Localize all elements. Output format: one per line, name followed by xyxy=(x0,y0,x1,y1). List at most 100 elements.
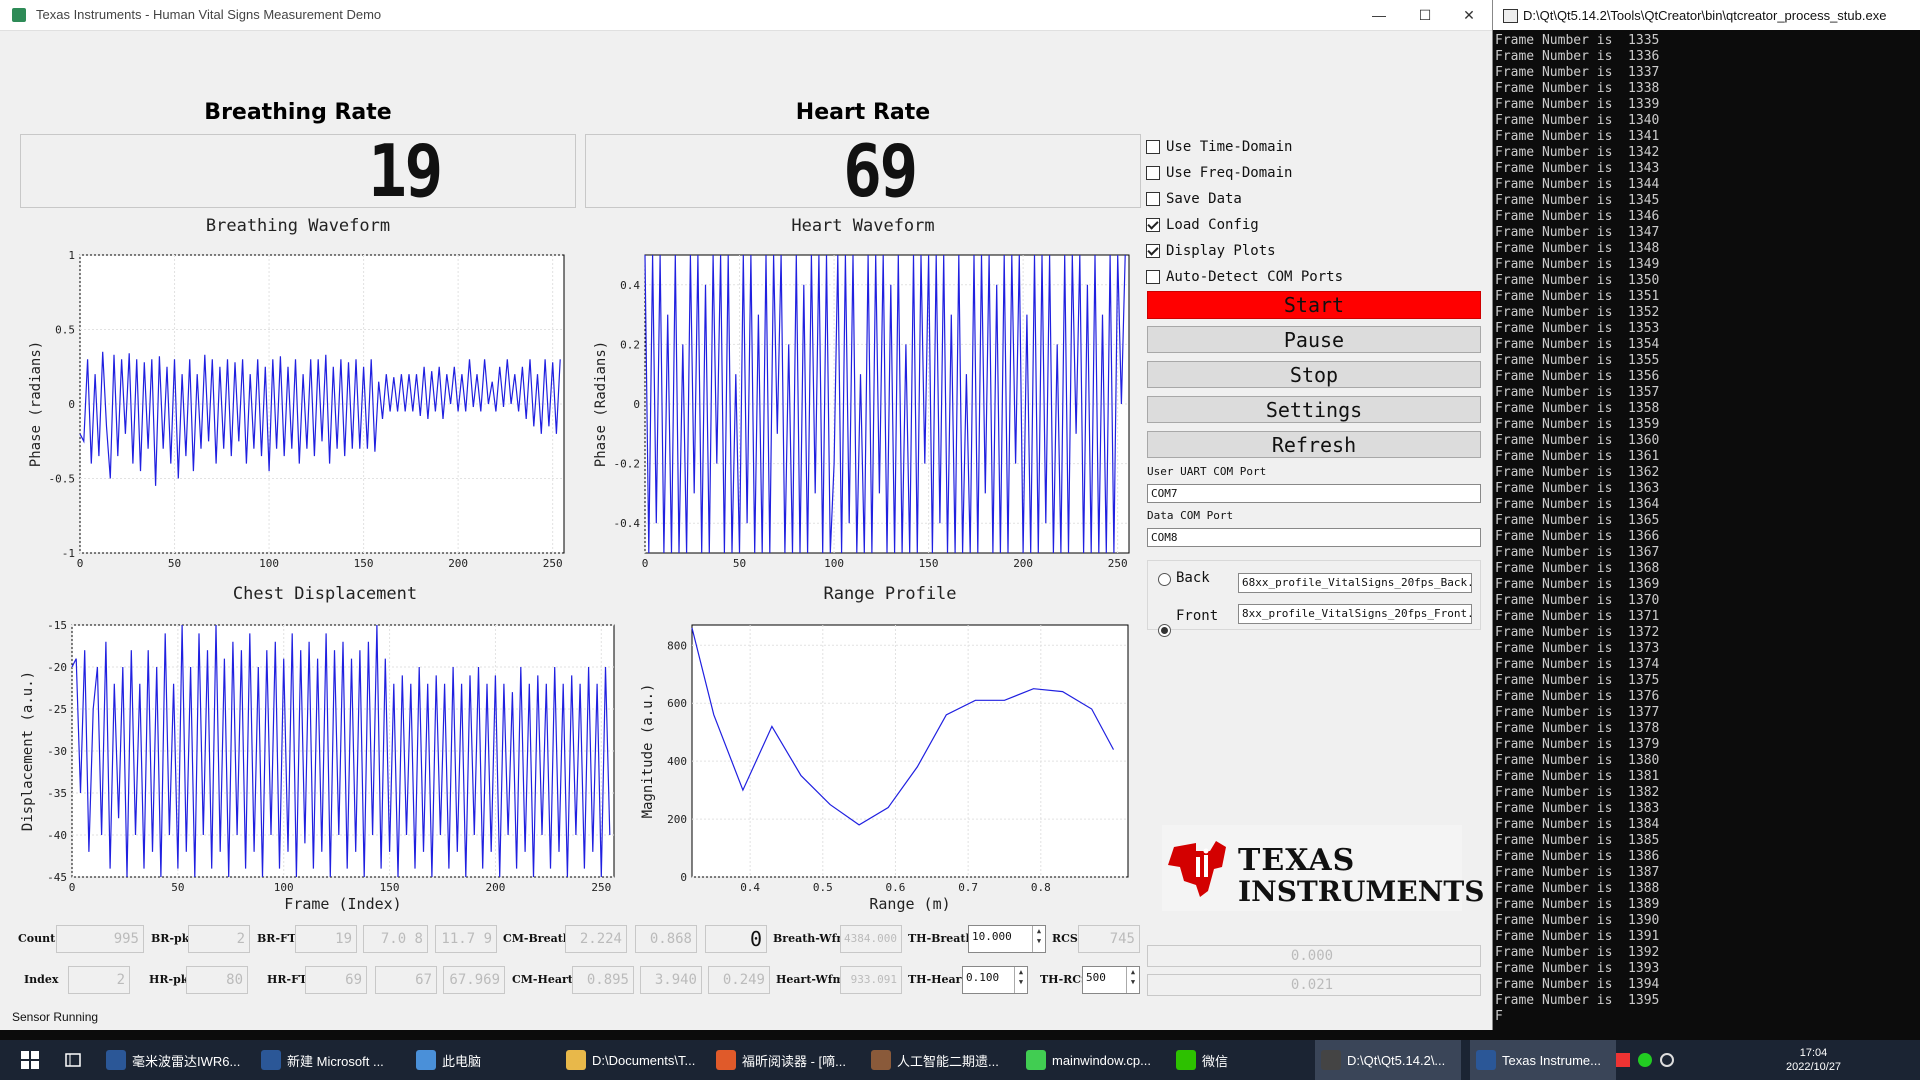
taskbar-app[interactable]: mainwindow.cp... xyxy=(1020,1040,1166,1080)
option-use-freq-domain[interactable]: Use Freq-Domain xyxy=(1146,160,1486,186)
console-line: Frame Number is 1339 xyxy=(1495,97,1660,112)
x-tick-label: 0 xyxy=(77,557,84,570)
x-tick-label: 100 xyxy=(824,557,844,570)
taskbar-app[interactable]: 此电脑 xyxy=(410,1040,556,1080)
x-tick-label: 0 xyxy=(642,557,649,570)
y-tick-label: -0.2 xyxy=(614,458,641,471)
hr-pk-value: 80 xyxy=(186,966,248,994)
y-tick-label: 0 xyxy=(68,398,75,411)
console-line: Frame Number is 1389 xyxy=(1495,897,1660,912)
start-button[interactable]: Start xyxy=(1147,291,1481,319)
stop-button[interactable]: Stop xyxy=(1147,361,1481,388)
minimize-button[interactable]: — xyxy=(1372,7,1386,23)
checkbox[interactable] xyxy=(1146,166,1160,180)
ti-logo-text-1: Texas xyxy=(1238,843,1356,878)
x-tick-label: 250 xyxy=(543,557,563,570)
clock[interactable]: 17:04 2022/10/27 xyxy=(1786,1046,1841,1074)
uart-port-field[interactable]: COM7 xyxy=(1147,484,1481,503)
series-line xyxy=(71,624,611,878)
y-tick-label: 600 xyxy=(667,697,687,710)
x-tick-label: 250 xyxy=(1108,557,1128,570)
option-load-config[interactable]: Load Config xyxy=(1146,212,1486,238)
heart-wfm-label: Heart-Wfm xyxy=(776,973,845,986)
front-config-radio[interactable] xyxy=(1158,624,1171,637)
taskbar-app[interactable]: 毫米波雷达IWR6... xyxy=(100,1040,246,1080)
close-button[interactable]: ✕ xyxy=(1463,6,1475,23)
checkbox[interactable] xyxy=(1146,270,1160,284)
th-heart-arrows[interactable]: ▲ ▼ xyxy=(1014,967,1027,993)
taskbar-app-label: 毫米波雷达IWR6... xyxy=(132,1053,241,1069)
console-line: Frame Number is 1378 xyxy=(1495,721,1660,736)
heart-rate-display: 69 xyxy=(585,129,1141,213)
taskbar-app[interactable]: D:\Qt\Qt5.14.2\... xyxy=(1315,1040,1461,1080)
tray-icons[interactable] xyxy=(1616,1053,1786,1067)
taskbar-app[interactable]: 福昕阅读器 - [嘀... xyxy=(710,1040,856,1080)
x-tick-label: 100 xyxy=(259,557,279,570)
back-config-file[interactable]: 68xx_profile_VitalSigns_20fps_Back.cfg xyxy=(1238,573,1472,593)
console-title-bar: D:\Qt\Qt5.14.2\Tools\QtCreator\bin\qtcre… xyxy=(1493,0,1920,30)
th-breath-arrows[interactable]: ▲ ▼ xyxy=(1032,926,1045,952)
x-tick-label: 0.7 xyxy=(958,881,978,894)
y-tick-label: -40 xyxy=(47,829,67,842)
y-tick-label: -0.4 xyxy=(614,517,641,530)
checkbox[interactable] xyxy=(1146,192,1160,206)
back-config-radio[interactable] xyxy=(1158,573,1171,586)
network-icon[interactable] xyxy=(1660,1053,1674,1067)
option-save-data[interactable]: Save Data xyxy=(1146,186,1486,212)
console-line: Frame Number is 1338 xyxy=(1495,81,1660,96)
taskbar-app[interactable]: 新建 Microsoft ... xyxy=(255,1040,401,1080)
pause-button[interactable]: Pause xyxy=(1147,326,1481,353)
ti-logo-mark xyxy=(1168,841,1226,897)
count-label: Count xyxy=(18,932,56,945)
taskbar-app[interactable]: D:\Documents\T... xyxy=(560,1040,706,1080)
start-menu-button[interactable] xyxy=(10,1040,50,1080)
th-rcs-arrows[interactable]: ▲ ▼ xyxy=(1126,967,1139,993)
x-tick-label: 50 xyxy=(168,557,181,570)
console-line: Frame Number is 1365 xyxy=(1495,513,1660,528)
breathing-rate-value: 19 xyxy=(368,129,443,213)
cm-heart-value-2: 3.940 xyxy=(640,966,702,994)
option-use-time-domain[interactable]: Use Time-Domain xyxy=(1146,134,1486,160)
th-heart-spinbox[interactable]: 0.100 ▲ ▼ xyxy=(962,966,1028,994)
th-breath-spinbox[interactable]: 10.000 ▲ ▼ xyxy=(968,925,1046,953)
series-line xyxy=(691,627,1115,826)
console-line: Frame Number is 1349 xyxy=(1495,257,1660,272)
th-rcs-spinbox[interactable]: 500 ▲ ▼ xyxy=(1082,966,1140,994)
console-cursor-line: F xyxy=(1495,1009,1503,1024)
breathing-rate-display: 19 xyxy=(20,129,576,213)
refresh-button[interactable]: Refresh xyxy=(1147,431,1481,458)
console-line: Frame Number is 1360 xyxy=(1495,433,1660,448)
checkbox[interactable] xyxy=(1146,218,1160,232)
option-label: Auto-Detect COM Ports xyxy=(1166,269,1344,285)
rcs-label: RCS xyxy=(1052,932,1078,945)
console-line: Frame Number is 1361 xyxy=(1495,449,1660,464)
settings-button[interactable]: Settings xyxy=(1147,396,1481,423)
console-line: Frame Number is 1362 xyxy=(1495,465,1660,480)
uart-port-label: User UART COM Port xyxy=(1147,465,1267,478)
app-icon xyxy=(1176,1050,1196,1070)
option-auto-detect-com-ports[interactable]: Auto-Detect COM Ports xyxy=(1146,264,1486,290)
x-tick-label: 100 xyxy=(274,881,294,894)
taskbar-app[interactable]: 微信 xyxy=(1170,1040,1236,1080)
console-line: Frame Number is 1369 xyxy=(1495,577,1660,592)
console-line: Frame Number is 1394 xyxy=(1495,977,1660,992)
console-title: D:\Qt\Qt5.14.2\Tools\QtCreator\bin\qtcre… xyxy=(1523,8,1887,23)
front-config-file[interactable]: 8xx_profile_VitalSigns_20fps_Front.cfg xyxy=(1238,604,1472,624)
checkbox[interactable] xyxy=(1146,140,1160,154)
console-line: Frame Number is 1358 xyxy=(1495,401,1660,416)
hr-ft-value-2: 67 xyxy=(375,966,437,994)
checkbox[interactable] xyxy=(1146,244,1160,258)
wechat-tray-icon[interactable] xyxy=(1638,1053,1652,1067)
chest-displacement-title: Chest Displacement xyxy=(232,584,418,604)
taskbar-app[interactable]: Texas Instrume... xyxy=(1470,1040,1616,1080)
maximize-button[interactable]: ☐ xyxy=(1418,6,1432,23)
option-display-plots[interactable]: Display Plots xyxy=(1146,238,1486,264)
data-port-field[interactable]: COM8 xyxy=(1147,528,1481,547)
tray-app-icon[interactable] xyxy=(1616,1053,1630,1067)
index-value: 2 xyxy=(68,966,130,994)
console-window: D:\Qt\Qt5.14.2\Tools\QtCreator\bin\qtcre… xyxy=(1493,0,1920,1030)
hr-pk-label: HR-pk xyxy=(149,973,189,986)
task-view-button[interactable] xyxy=(58,1040,88,1080)
hr-ft-label: HR-FT xyxy=(267,973,308,986)
taskbar-app[interactable]: 人工智能二期遗... xyxy=(865,1040,1011,1080)
